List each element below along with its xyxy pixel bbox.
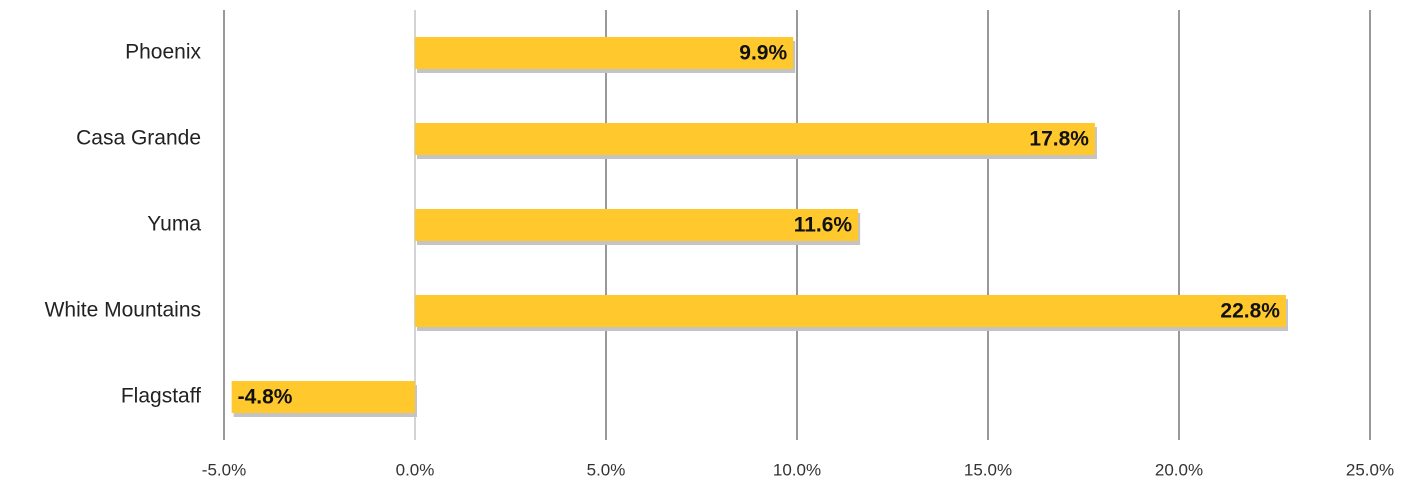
value-label: 22.8% [1220, 300, 1280, 323]
category-label: Phoenix [125, 41, 201, 64]
category-label: Yuma [147, 213, 201, 236]
x-tick-label: 0.0% [396, 460, 435, 479]
x-tick-label: 10.0% [773, 460, 821, 479]
x-tick-label: 15.0% [964, 460, 1012, 479]
x-tick-label: -5.0% [202, 460, 246, 479]
value-label: 9.9% [739, 42, 787, 65]
x-tick-label: 5.0% [587, 460, 626, 479]
bar [231, 381, 415, 413]
value-label: 11.6% [794, 214, 853, 237]
bar [415, 37, 794, 69]
bar [415, 295, 1286, 327]
bar [415, 123, 1095, 155]
category-label: Casa Grande [76, 127, 201, 150]
category-label: Flagstaff [121, 385, 201, 408]
value-label: 17.8% [1029, 128, 1089, 151]
category-label: White Mountains [45, 299, 201, 322]
x-tick-label: 25.0% [1346, 460, 1394, 479]
value-label: -4.8% [238, 386, 293, 409]
x-tick-label: 20.0% [1155, 460, 1203, 479]
bar [415, 209, 859, 241]
